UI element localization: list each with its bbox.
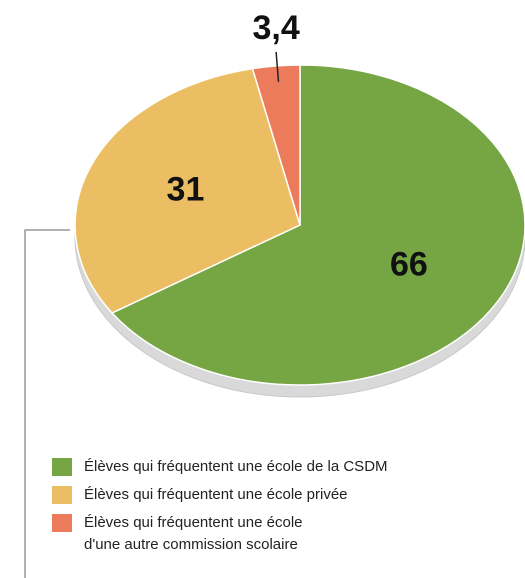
legend-item: Élèves qui fréquentent une école de la C… (52, 458, 388, 478)
legend-swatch (52, 486, 72, 504)
legend: Élèves qui fréquentent une école de la C… (52, 458, 388, 564)
legend-label: Élèves qui fréquentent une école d'une a… (84, 514, 303, 553)
bracket-line (24, 229, 70, 578)
legend-label: Élèves qui fréquentent une école privée (84, 486, 348, 503)
pie-slice (251, 64, 301, 226)
legend-item: Élèves qui fréquentent une école privée (52, 486, 388, 506)
leader-line (275, 51, 280, 82)
legend-label: Élèves qui fréquentent une école de la C… (84, 458, 388, 475)
data-label: 3,4 (252, 9, 299, 47)
pie-slice (74, 67, 301, 314)
data-label: 31 (167, 171, 205, 209)
legend-item: Élèves qui fréquentent une école d'une a… (52, 514, 388, 556)
pie-slice (110, 64, 525, 386)
data-label: 66 (390, 246, 428, 284)
legend-swatch (52, 514, 72, 532)
legend-swatch (52, 458, 72, 476)
